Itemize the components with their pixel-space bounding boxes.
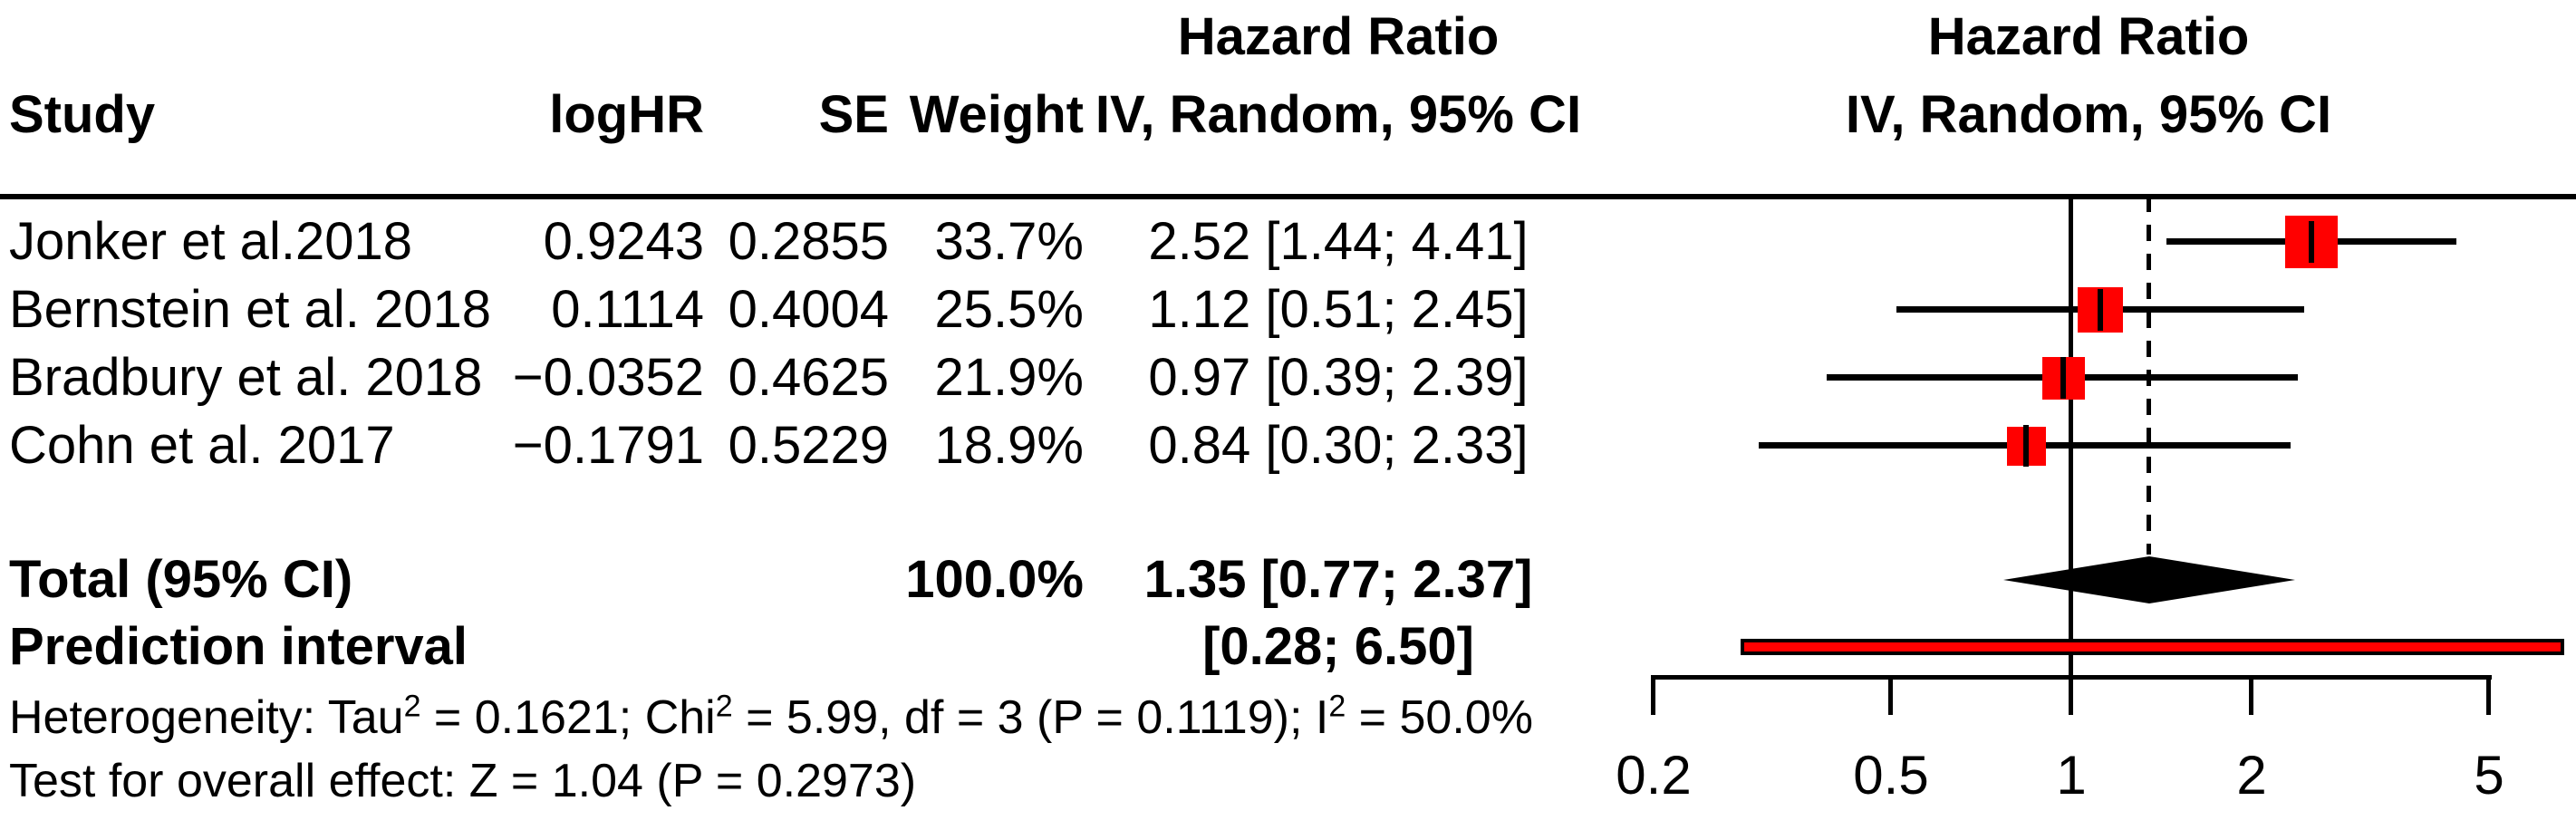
study-row: Bernstein et al. 2018 0.1114 0.4004 25.5… <box>0 284 2576 338</box>
weight-value: 33.7% <box>934 212 1084 271</box>
study-row: Cohn et al. 2017 −0.1791 0.5229 18.9% 0.… <box>0 420 2576 474</box>
weight-value: 25.5% <box>934 280 1084 339</box>
hr-ci-value: 0.84 [0.30; 2.33] <box>1148 416 1529 475</box>
axis-tick <box>2069 677 2073 715</box>
axis-tick <box>1888 677 1893 715</box>
heterogeneity-text: Heterogeneity: Tau2 = 0.1621; Chi2 = 5.9… <box>9 689 1533 744</box>
column-header-loghr: logHR <box>549 85 704 144</box>
weight-value: 21.9% <box>934 348 1084 407</box>
prediction-label: Prediction interval <box>9 617 468 676</box>
loghr-value: −0.0352 <box>512 348 704 407</box>
point-estimate-tick <box>2309 221 2314 263</box>
se-value: 0.4625 <box>728 348 889 407</box>
study-row: Jonker et al.2018 0.9243 0.2855 33.7% 2.… <box>0 216 2576 270</box>
study-row: Bradbury et al. 2018 −0.0352 0.4625 21.9… <box>0 352 2576 406</box>
axis-tick-label: 2 <box>2236 745 2267 806</box>
column-header-weight: Weight <box>909 85 1084 144</box>
i-squared-superscript: 2 <box>1328 689 1346 724</box>
hr-ci-value: 2.52 [1.44; 4.41] <box>1148 212 1529 271</box>
prediction-interval-row: Prediction interval [0.28; 6.50] <box>0 621 2576 675</box>
overall-effect-text: Test for overall effect: Z = 1.04 (P = 0… <box>9 755 917 807</box>
se-value: 0.4004 <box>728 280 889 339</box>
axis-tick <box>1651 677 1655 715</box>
hazard-ratio-text-column-title: Hazard Ratio <box>1177 7 1500 66</box>
hr-ci-value: 0.97 [0.39; 2.39] <box>1148 348 1529 407</box>
axis-tick <box>2486 677 2491 715</box>
tau-squared-superscript: 2 <box>403 689 421 724</box>
total-label: Total (95% CI) <box>9 550 353 609</box>
column-header-iv-random-ci-text: IV, Random, 95% CI <box>1095 85 1582 144</box>
se-value: 0.5229 <box>728 416 889 475</box>
study-name: Bradbury et al. 2018 <box>9 348 483 407</box>
total-hr-ci: 1.35 [0.77; 2.37] <box>1143 550 1533 609</box>
loghr-value: 0.9243 <box>543 212 704 271</box>
se-value: 0.2855 <box>728 212 889 271</box>
study-name: Bernstein et al. 2018 <box>9 280 492 339</box>
column-header-se: SE <box>818 85 889 144</box>
loghr-value: −0.1791 <box>512 416 704 475</box>
point-estimate-tick <box>2060 357 2066 399</box>
axis-tick-label: 0.2 <box>1616 745 1692 806</box>
overall-effect-line: Test for overall effect: Z = 1.04 (P = 0… <box>0 756 2576 810</box>
point-estimate-tick <box>2023 425 2029 467</box>
weight-value: 18.9% <box>934 416 1084 475</box>
hr-ci-value: 1.12 [0.51; 2.45] <box>1148 280 1529 339</box>
axis-tick-label: 0.5 <box>1853 745 1929 806</box>
header-rule <box>0 194 2576 199</box>
summary-diamond <box>2003 556 2295 603</box>
hazard-ratio-plot-column-title: Hazard Ratio <box>1927 7 2250 66</box>
chi-squared-superscript: 2 <box>715 689 733 724</box>
loghr-value: 0.1114 <box>551 280 704 339</box>
prediction-ci: [0.28; 6.50] <box>1202 617 1474 676</box>
reference-line-hr1 <box>2069 196 2073 677</box>
axis-tick-label: 5 <box>2474 745 2504 806</box>
axis-tick <box>2249 677 2253 715</box>
point-estimate-tick <box>2098 289 2103 331</box>
study-name: Jonker et al.2018 <box>9 212 412 271</box>
study-name: Cohn et al. 2017 <box>9 416 395 475</box>
heterogeneity-line: Heterogeneity: Tau2 = 0.1621; Chi2 = 5.9… <box>0 689 2576 747</box>
total-weight: 100.0% <box>905 550 1084 609</box>
column-header-iv-random-ci-plot: IV, Random, 95% CI <box>1845 85 2332 144</box>
total-row: Total (95% CI) 100.0% 1.35 [0.77; 2.37] <box>0 554 2576 608</box>
axis-tick-label: 1 <box>2056 745 2087 806</box>
prediction-interval-bar <box>1741 639 2564 655</box>
column-header-study: Study <box>9 85 156 144</box>
